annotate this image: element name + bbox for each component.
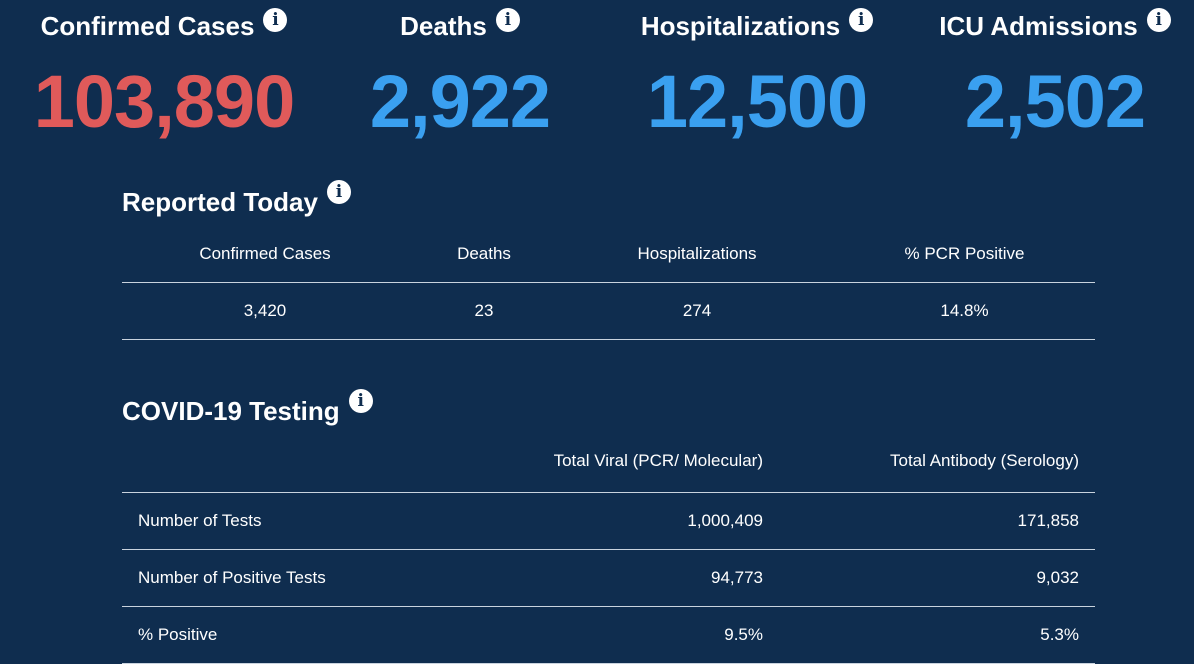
table-header-row: Total Viral (PCR/ Molecular) Total Antib… [122, 430, 1095, 492]
stat-label: Hospitalizations [640, 11, 841, 41]
row-label: Number of Tests [138, 510, 262, 530]
stat-icu-admissions: ICU Admissions i 2,502 [936, 8, 1174, 144]
covid-testing-title: COVID-19 Testing i [122, 389, 373, 429]
section-title-text: Reported Today [122, 187, 318, 217]
info-icon[interactable]: i [326, 180, 351, 204]
stat-hospitalizations: Hospitalizations i 12,500 [632, 8, 882, 144]
table-cell: 1,000,409 [687, 510, 763, 530]
table-cell: 9,032 [1036, 567, 1079, 587]
column-header: Total Antibody (Serology) [890, 450, 1079, 470]
column-header: % PCR Positive [904, 243, 1025, 263]
top-stats: Confirmed Cases i 103,890 Deaths i 2,922… [0, 0, 1194, 160]
section-title-text: COVID-19 Testing [122, 396, 340, 426]
reported-today-table: Confirmed Cases Deaths Hospitalizations … [122, 226, 1095, 340]
table-header-row: Confirmed Cases Deaths Hospitalizations … [122, 226, 1095, 282]
covid-testing-table: Total Viral (PCR/ Molecular) Total Antib… [122, 430, 1095, 664]
info-icon[interactable]: i [263, 8, 288, 32]
stat-label: Confirmed Cases [40, 11, 255, 41]
info-icon[interactable]: i [849, 8, 874, 32]
info-icon[interactable]: i [1146, 8, 1171, 32]
column-header: Deaths [457, 243, 511, 263]
row-label: % Positive [138, 624, 218, 644]
table-cell: 3,420 [243, 300, 287, 320]
column-header: Total Viral (PCR/ Molecular) [553, 450, 763, 470]
table-row: Number of Tests 1,000,409 171,858 [122, 492, 1095, 549]
table-cell: 14.8% [940, 300, 989, 320]
reported-today-title: Reported Today i [122, 180, 351, 220]
table-cell: 23 [474, 300, 494, 320]
stat-value: 12,500 [646, 60, 868, 143]
column-header: Hospitalizations [637, 243, 757, 263]
table-row: % Positive 9.5% 5.3% [122, 606, 1095, 663]
stat-value: 2,922 [369, 60, 551, 143]
table-cell: 5.3% [1040, 624, 1079, 644]
table-cell: 274 [682, 300, 712, 320]
stat-value: 103,890 [33, 60, 296, 143]
stat-value: 2,502 [964, 60, 1146, 143]
stat-deaths: Deaths i 2,922 [364, 8, 556, 144]
stat-label: Deaths [400, 11, 487, 41]
table-row: Number of Positive Tests 94,773 9,032 [122, 549, 1095, 606]
table-cell: 171,858 [1017, 510, 1079, 530]
table-cell: 94,773 [711, 567, 763, 587]
stat-confirmed-cases: Confirmed Cases i 103,890 [28, 8, 300, 144]
column-header: Confirmed Cases [199, 243, 331, 263]
column-header [122, 430, 452, 492]
row-label: Number of Positive Tests [138, 567, 326, 587]
info-icon[interactable]: i [495, 8, 520, 32]
stat-label: ICU Admissions [939, 11, 1138, 41]
table-cell: 9.5% [724, 624, 763, 644]
table-row: 3,420 23 274 14.8% [122, 282, 1095, 339]
info-icon[interactable]: i [348, 389, 373, 413]
